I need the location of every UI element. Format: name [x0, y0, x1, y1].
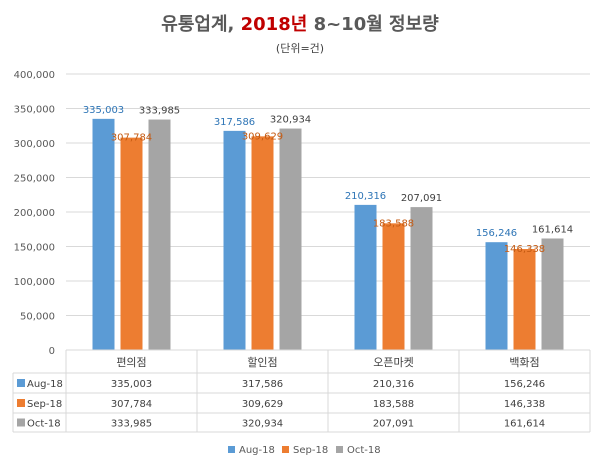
table-cell: 161,614: [504, 419, 545, 430]
y-tick-label: 100,000: [14, 277, 55, 288]
bar-aug-18: [223, 130, 246, 350]
table-cell: 309,629: [242, 399, 283, 410]
table-row-label: Aug-18: [27, 379, 63, 390]
table-row-label: Oct-18: [27, 419, 61, 430]
table-header-cell: 백화점: [509, 356, 539, 369]
bar-oct-18: [541, 238, 564, 350]
title-highlight: 2018년: [240, 14, 308, 35]
y-tick-label: 350,000: [14, 105, 55, 116]
data-label: 309,629: [242, 131, 283, 142]
y-tick-label: 400,000: [14, 70, 55, 81]
data-label: 320,934: [270, 115, 311, 126]
bar-sep-18: [120, 137, 143, 350]
bar-aug-18: [354, 204, 377, 350]
legend-label: Sep-18: [293, 445, 328, 456]
table-cell: 307,784: [111, 399, 152, 410]
bar-oct-18: [410, 207, 433, 350]
bar-sep-18: [251, 136, 274, 350]
legend-swatch-aug-18: [228, 446, 235, 453]
table-row-label: Sep-18: [27, 399, 62, 410]
data-label: 156,246: [476, 228, 517, 239]
data-label: 333,985: [139, 106, 180, 117]
legend-key-aug-18: [17, 379, 25, 387]
table-cell: 317,586: [242, 379, 283, 390]
legend-label: Oct-18: [347, 445, 381, 456]
legend-swatch-oct-18: [336, 446, 343, 453]
bar-aug-18: [92, 118, 115, 350]
y-tick-label: 300,000: [14, 139, 55, 150]
data-label: 207,091: [401, 193, 442, 204]
chart-title: 유통업계, 2018년 8~10월 정보량: [0, 10, 600, 36]
chart-subtitle: (단위=건): [275, 42, 325, 55]
legend-key-oct-18: [17, 418, 25, 427]
bar-oct-18: [148, 119, 171, 350]
table-cell: 207,091: [373, 419, 414, 430]
table-cell: 210,316: [373, 379, 414, 390]
title-prefix: 유통업계,: [161, 14, 241, 35]
bar-aug-18: [485, 242, 508, 350]
bar-sep-18: [382, 223, 405, 350]
data-label: 335,003: [83, 105, 124, 116]
bar-oct-18: [279, 128, 302, 350]
title-suffix: 8~10월 정보량: [307, 14, 439, 35]
y-tick-label: 200,000: [14, 208, 55, 219]
table-cell: 333,985: [111, 419, 152, 430]
data-label: 146,338: [504, 244, 545, 255]
legend-label: Aug-18: [239, 445, 275, 456]
table-cell: 335,003: [111, 379, 152, 390]
table-cell: 183,588: [373, 399, 414, 410]
data-label: 210,316: [345, 191, 386, 202]
table-header-cell: 할인점: [247, 356, 277, 369]
y-tick-label: 0: [49, 346, 55, 357]
data-label: 317,586: [214, 117, 255, 128]
bar-sep-18: [513, 249, 536, 350]
table-cell: 146,338: [504, 399, 545, 410]
legend-key-sep-18: [17, 399, 25, 407]
table-cell: 156,246: [504, 379, 545, 390]
table-header-cell: 편의점: [116, 356, 146, 369]
legend-swatch-sep-18: [282, 446, 289, 453]
y-tick-label: 250,000: [14, 174, 55, 185]
y-tick-label: 50,000: [20, 312, 55, 323]
data-label: 307,784: [111, 133, 152, 144]
table-cell: 320,934: [242, 419, 283, 430]
table-header-cell: 오픈마켓: [373, 356, 413, 369]
data-label: 161,614: [532, 224, 573, 235]
data-label: 183,588: [373, 218, 414, 229]
y-tick-label: 150,000: [14, 243, 55, 254]
